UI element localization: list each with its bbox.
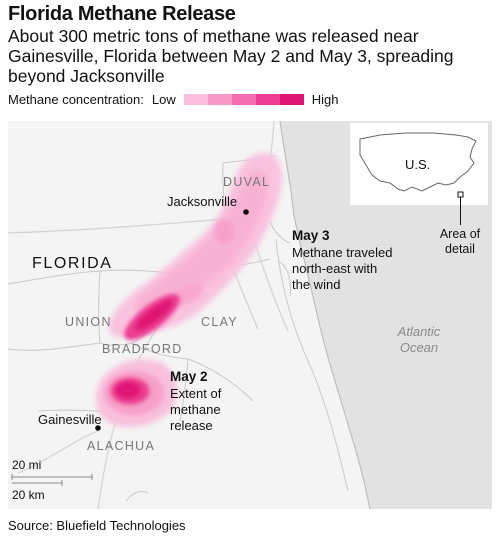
annotation-may2-line-2: methane [170,402,221,417]
plume-may3 [108,153,282,340]
concentration-legend: Methane concentration: Low High [8,90,338,108]
scale-bar: 20 mi 20 km [11,458,93,502]
annotation-may3-line-2: north-east with [292,261,377,276]
plume-may2 [96,359,177,427]
legend-swatch-1 [183,93,208,105]
annotation-may2-line-1: Extent of [170,386,222,401]
county-label-duval: DUVAL [223,175,270,189]
source-note: Source: Bluefield Technologies [8,518,186,533]
inset-caption-line-1: Area of [440,227,481,241]
inset-caption-line-2: detail [445,242,475,256]
annotation-may3-title: May 3 [292,228,330,243]
gainesville-dot [95,425,101,431]
annotation-may2-title: May 2 [170,369,208,384]
rivers [125,220,349,502]
annotation-may3-line-3: the wind [292,277,340,292]
legend-high-label: High [311,91,339,107]
legend-swatch-5 [279,93,304,105]
state-label: FLORIDA [32,255,113,272]
annotation-may3-line-1: Methane traveled [292,245,392,260]
map-canvas: FLORIDA DUVAL UNION CLAY BRADFORD ALACHU… [8,121,492,509]
city-label-gainesville: Gainesville [38,412,102,427]
legend-swatch-4 [255,93,280,105]
inset-map: U.S. Area of detail [350,123,488,256]
ocean-label-line-2: Ocean [400,340,438,355]
annotation-may2-line-3: release [170,418,213,433]
county-label-alachua: ALACHUA [87,439,155,453]
page-title: Florida Methane Release [8,3,236,25]
legend-label: Methane concentration: [8,91,144,107]
city-label-jacksonville: Jacksonville [167,194,237,209]
inset-country-label: U.S. [405,157,430,172]
jacksonville-dot [243,209,249,215]
legend-swatch-2 [207,93,232,105]
ocean-label-line-1: Atlantic [397,324,441,339]
legend-low-label: Low [151,91,176,107]
county-label-bradford: BRADFORD [102,342,183,356]
county-label-union: UNION [65,315,112,329]
scale-label-km: 20 km [12,488,45,502]
scale-label-miles: 20 mi [12,458,41,472]
coastline [279,121,371,509]
subtitle: About 300 metric tons of methane was rel… [8,26,454,86]
county-label-clay: CLAY [201,315,238,329]
us-outline [359,132,477,192]
legend-swatch-3 [231,93,256,105]
area-of-detail-marker [457,191,464,198]
map: FLORIDA DUVAL UNION CLAY BRADFORD ALACHU… [8,121,492,509]
